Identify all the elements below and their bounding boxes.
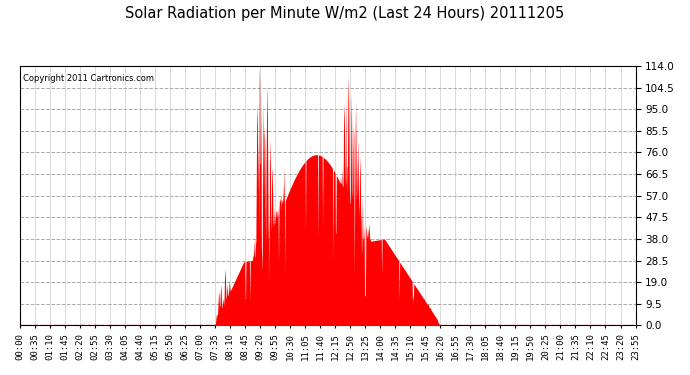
Text: Copyright 2011 Cartronics.com: Copyright 2011 Cartronics.com xyxy=(23,74,154,82)
Text: Solar Radiation per Minute W/m2 (Last 24 Hours) 20111205: Solar Radiation per Minute W/m2 (Last 24… xyxy=(126,6,564,21)
